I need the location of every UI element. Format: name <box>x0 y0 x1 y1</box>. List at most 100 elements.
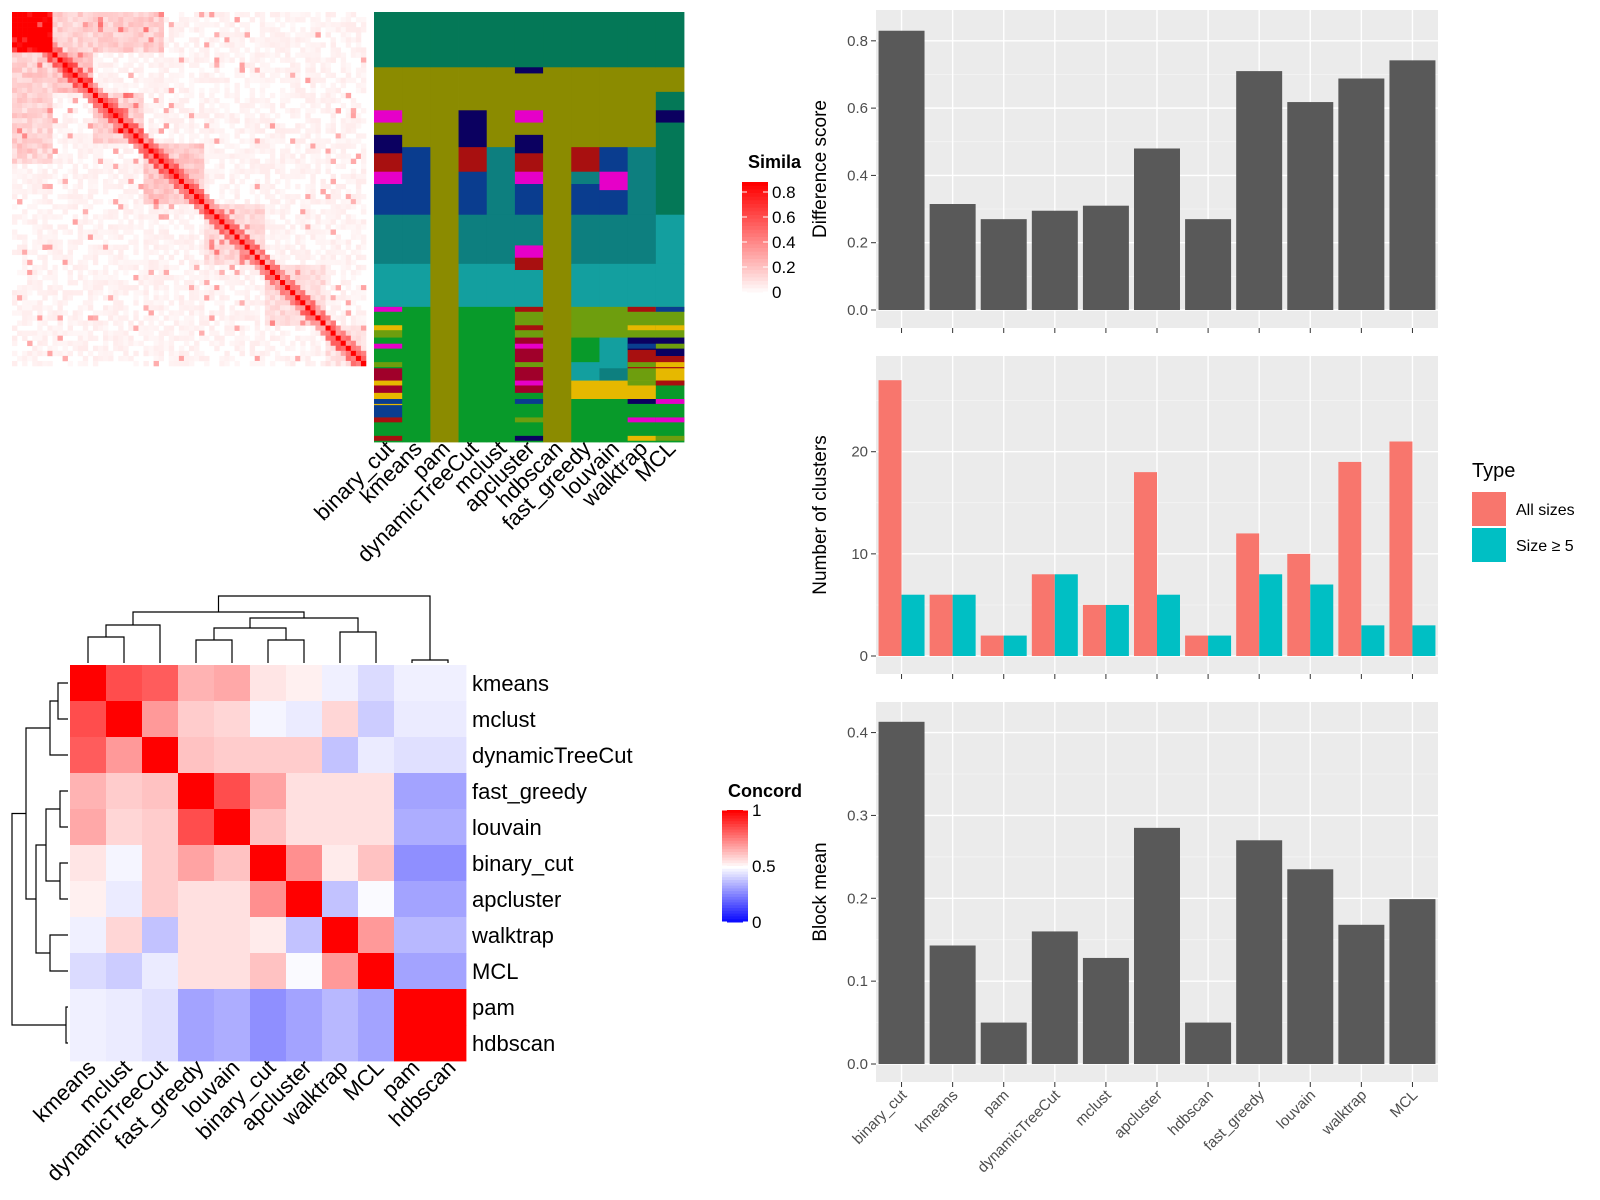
similarity-cell <box>27 305 33 311</box>
similarity-cell <box>315 229 321 235</box>
similarity-cell <box>12 350 18 357</box>
similarity-cell <box>22 173 28 180</box>
similarity-cell <box>325 254 331 261</box>
similarity-cell <box>77 345 84 352</box>
similarity-cell <box>17 17 23 23</box>
similarity-legend-swatch <box>742 226 768 231</box>
partition-cell-binary_cut <box>374 405 403 418</box>
similarity-cell <box>87 32 94 38</box>
similarity-cell <box>189 335 195 342</box>
similarity-cell <box>204 47 210 53</box>
similarity-cell <box>340 290 347 296</box>
similarity-cell <box>199 168 205 175</box>
y-tick-label: 0.2 <box>847 235 868 252</box>
similarity-cell <box>103 189 109 195</box>
partition-cell-dynamicTreeCut <box>458 214 488 265</box>
similarity-cell <box>37 229 43 235</box>
similarity-cell <box>280 173 286 180</box>
similarity-cell <box>103 209 109 215</box>
similarity-cell <box>340 219 347 225</box>
similarity-cell <box>123 67 129 73</box>
similarity-cell <box>37 103 43 109</box>
similarity-cell <box>153 22 159 28</box>
similarity-cell <box>259 285 266 291</box>
concordance-cell <box>286 701 323 738</box>
similarity-cell <box>249 113 256 119</box>
concordance-cell <box>70 845 107 882</box>
partition-stripe-apcluster <box>514 325 544 331</box>
similarity-cell <box>22 123 28 129</box>
similarity-cell <box>340 315 347 321</box>
similarity-cell <box>47 345 53 352</box>
similarity-cell <box>330 310 336 316</box>
similarity-cell <box>92 234 99 240</box>
similarity-cell <box>77 310 84 316</box>
similarity-cell <box>153 360 159 367</box>
similarity-cell <box>27 148 33 154</box>
similarity-cell <box>350 249 357 256</box>
similarity-cell <box>280 103 286 109</box>
similarity-cell <box>280 67 286 73</box>
similarity-cell <box>300 224 306 230</box>
similarity-cell <box>295 168 301 175</box>
partition-cell-louvain <box>599 214 629 265</box>
similarity-cell <box>320 219 326 225</box>
similarity-cell <box>97 249 104 256</box>
similarity-cell <box>32 173 38 180</box>
similarity-cell <box>244 234 250 240</box>
similarity-cell <box>97 199 104 205</box>
similarity-cell <box>259 118 266 124</box>
similarity-cell <box>67 113 73 119</box>
similarity-cell <box>138 118 144 124</box>
similarity-cell <box>27 22 33 28</box>
similarity-cell <box>199 153 205 159</box>
similarity-cell <box>128 82 134 89</box>
concordance-cell <box>178 773 215 810</box>
similarity-cell <box>163 244 170 250</box>
similarity-cell <box>97 123 104 129</box>
similarity-cell <box>290 290 296 296</box>
similarity-cell <box>52 315 58 321</box>
similarity-cell <box>12 123 18 129</box>
similarity-cell <box>244 244 250 250</box>
similarity-cell <box>360 22 367 28</box>
similarity-cell <box>199 189 205 195</box>
similarity-cell <box>325 320 331 326</box>
similarity-cell <box>335 183 342 190</box>
similarity-cell <box>264 259 271 266</box>
similarity-cell <box>183 355 190 362</box>
similarity-cell <box>219 274 225 281</box>
similarity-cell <box>37 97 43 104</box>
concordance-legend-swatch <box>722 815 748 819</box>
similarity-cell <box>280 204 286 210</box>
similarity-cell <box>209 42 215 48</box>
similarity-cell <box>224 274 230 281</box>
similarity-cell <box>300 315 306 321</box>
similarity-cell <box>118 345 124 352</box>
similarity-cell <box>158 264 165 271</box>
similarity-cell <box>92 173 99 180</box>
similarity-cell <box>168 335 175 342</box>
similarity-cell <box>234 244 240 250</box>
similarity-cell <box>280 47 286 53</box>
similarity-cell <box>350 52 357 58</box>
similarity-cell <box>143 42 149 48</box>
similarity-cell <box>355 340 362 347</box>
similarity-cell <box>17 72 23 79</box>
similarity-cell <box>82 173 89 180</box>
similarity-cell <box>234 219 240 225</box>
y-tick-label: 0.8 <box>847 33 868 50</box>
similarity-cell <box>310 32 316 38</box>
similarity-cell <box>92 335 99 342</box>
partition-stripe-walktrap <box>627 343 657 349</box>
concordance-cell <box>322 917 359 954</box>
similarity-cell <box>214 234 220 240</box>
similarity-cell <box>315 295 321 301</box>
similarity-cell <box>173 315 180 321</box>
similarity-cell <box>118 355 124 362</box>
similarity-cell <box>108 305 114 311</box>
similarity-cell <box>178 103 185 109</box>
similarity-cell <box>254 340 261 347</box>
similarity-legend-title: Simila <box>748 152 802 172</box>
similarity-cell <box>189 229 195 235</box>
